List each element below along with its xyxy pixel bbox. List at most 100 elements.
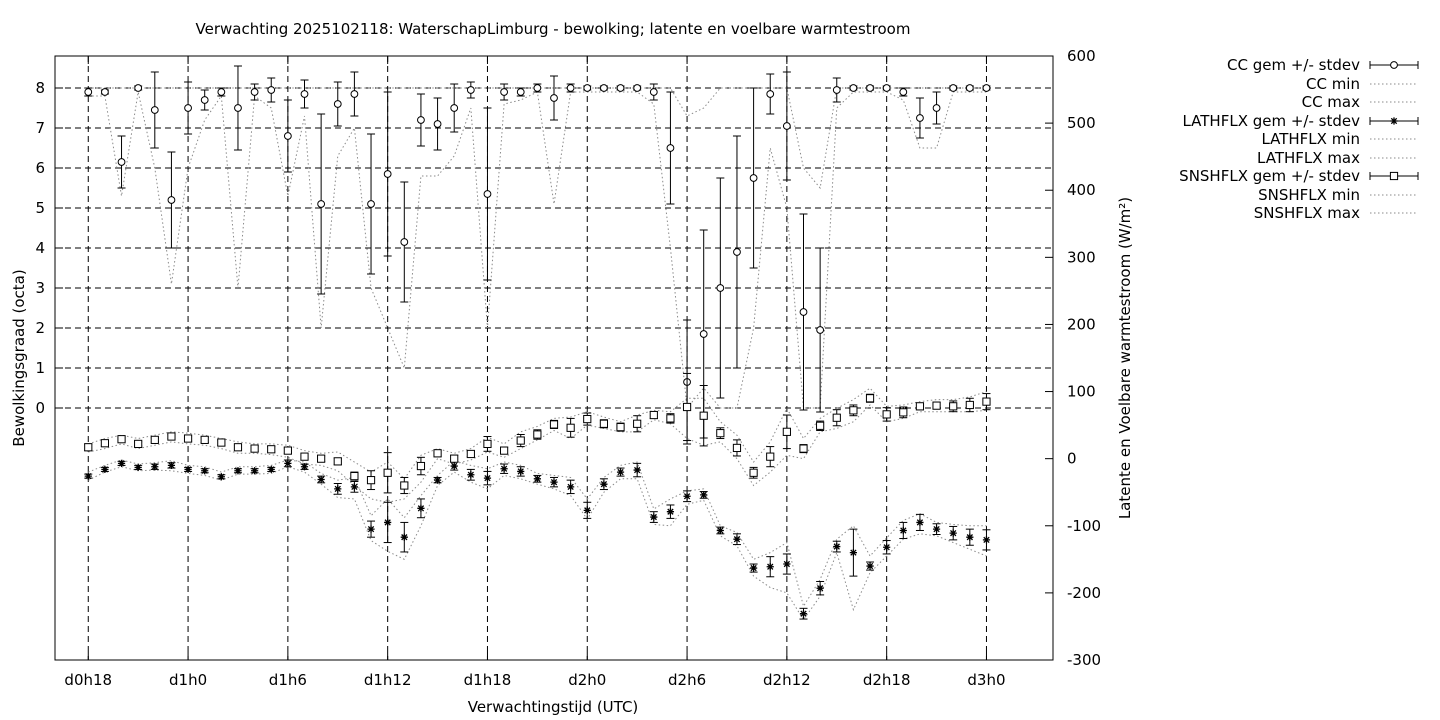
y-tick-label: 0 — [35, 399, 45, 417]
x-tick-label: d2h6 — [668, 671, 706, 689]
data-point — [334, 485, 342, 493]
legend-label: CC max — [1301, 93, 1360, 111]
legend: CC gem +/- stdev CC min CC max LATHFLX gem … — [1120, 56, 1420, 223]
data-point — [799, 610, 808, 618]
series-line — [88, 87, 987, 190]
data-point — [200, 435, 209, 444]
data-point — [101, 88, 109, 96]
data-point — [949, 529, 957, 537]
x-tick-label: d2h0 — [568, 671, 606, 689]
series-line — [88, 387, 987, 480]
data-point — [467, 471, 475, 479]
data-point — [267, 445, 276, 454]
data-point — [650, 513, 658, 521]
data-point — [766, 90, 775, 98]
data-point — [882, 410, 891, 419]
data-point — [233, 443, 243, 452]
data-point — [117, 435, 126, 444]
legend-entry: CC gem +/- stdev — [1120, 56, 1420, 75]
data-point — [333, 457, 342, 466]
data-point — [284, 459, 292, 467]
data-point — [483, 439, 492, 449]
data-point — [167, 432, 176, 441]
legend-entry: LATHFLX max — [1120, 149, 1420, 168]
data-point — [799, 444, 808, 453]
data-point — [167, 461, 176, 469]
data-point — [283, 446, 292, 455]
legend-swatch — [1370, 212, 1418, 214]
data-point — [350, 90, 359, 98]
data-point — [450, 454, 459, 463]
legend-label: SNSHFLX gem +/- stdev — [1179, 167, 1360, 185]
series-group — [84, 372, 991, 495]
data-point — [151, 463, 159, 471]
data-point — [300, 452, 309, 461]
x-tick-label: d1h6 — [269, 671, 307, 689]
data-point — [150, 106, 159, 114]
data-point — [150, 435, 159, 444]
y-tick-label: 7 — [35, 119, 45, 137]
data-point — [533, 475, 541, 483]
data-point — [916, 518, 924, 527]
data-point — [716, 284, 725, 292]
data-point — [766, 452, 775, 461]
data-point — [966, 533, 974, 541]
legend-label: SNSHFLX min — [1258, 185, 1360, 204]
data-point — [251, 467, 259, 475]
x-tick-label: d1h12 — [364, 671, 412, 689]
data-point — [699, 411, 708, 420]
data-point — [433, 476, 442, 484]
data-point — [866, 84, 874, 92]
data-point — [633, 419, 642, 428]
y-tick-label: 4 — [35, 239, 45, 257]
legend-swatch — [1370, 194, 1418, 195]
data-point — [217, 438, 226, 447]
y-tick-label: 6 — [35, 159, 45, 177]
data-point — [833, 542, 841, 551]
data-point — [433, 120, 442, 128]
data-point — [433, 449, 442, 458]
data-point — [550, 94, 558, 102]
data-point — [184, 104, 192, 112]
legend-label: CC min — [1305, 74, 1360, 93]
data-point — [516, 88, 525, 96]
series-layer — [84, 65, 991, 621]
data-point — [566, 423, 575, 432]
data-point — [183, 434, 193, 443]
data-point — [250, 444, 259, 453]
legend-label: LATHFLX min — [1261, 130, 1360, 148]
data-point — [816, 421, 825, 430]
data-point — [201, 467, 209, 475]
y2-tick-label: -100 — [1067, 517, 1101, 535]
x-tick-label: d3h0 — [967, 671, 1005, 689]
legend-swatch — [1370, 83, 1418, 84]
series-line — [88, 91, 987, 410]
legend-label: SNSHFLX max — [1253, 204, 1360, 222]
data-point — [783, 560, 791, 568]
y2-tick-label: 200 — [1067, 315, 1096, 333]
data-point — [883, 543, 891, 551]
data-point — [616, 468, 625, 476]
data-point — [849, 549, 857, 557]
y2-tick-label: 100 — [1067, 383, 1096, 401]
data-point — [916, 114, 924, 122]
grid-lines — [55, 56, 1053, 660]
data-point — [217, 88, 226, 96]
data-point — [782, 122, 791, 130]
y2-axis-label: Latente en Voelbare warmtestroom (W/m²) — [1116, 197, 1134, 519]
legend-swatch — [1369, 116, 1419, 125]
data-point — [450, 104, 459, 112]
data-point — [915, 402, 925, 411]
data-point — [267, 465, 275, 474]
y2-tick-label: 600 — [1067, 47, 1096, 65]
data-point — [866, 562, 874, 570]
data-point — [600, 480, 608, 488]
data-point — [500, 465, 508, 473]
data-point — [317, 475, 325, 484]
data-point — [134, 463, 142, 471]
legend-swatch — [1369, 61, 1419, 69]
legend-entry: SNSHFLX max — [1120, 204, 1420, 223]
data-point — [666, 414, 675, 423]
y-tick-label: 5 — [35, 199, 45, 217]
data-point — [267, 86, 276, 94]
